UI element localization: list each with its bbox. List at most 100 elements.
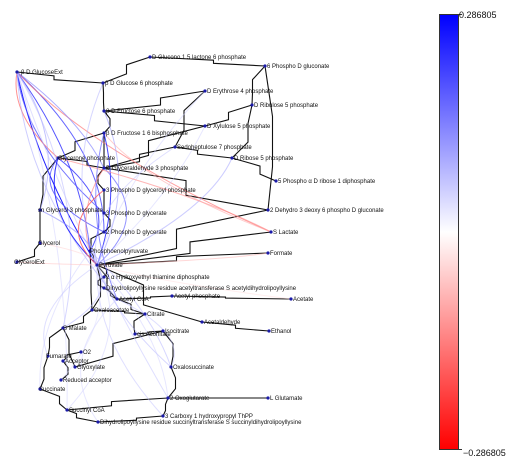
- reaction-edge: [89, 250, 93, 311]
- reaction-edge: [134, 330, 164, 335]
- reaction-edge: [39, 157, 59, 211]
- correlation-edge: [96, 264, 164, 417]
- node-accoa-marker: [115, 297, 119, 301]
- reaction-edge: [103, 90, 206, 112]
- node-3pdg-marker: [102, 188, 106, 192]
- node-hetpp-label: 2 α Hydroxyethyl thiamine diphosphate: [106, 275, 210, 281]
- node-3pg-marker: [102, 211, 106, 215]
- node-bdf6p-label: β D Fructose 6 phosphate: [106, 109, 176, 115]
- correlation-edge: [39, 250, 91, 390]
- reaction-edge: [16, 71, 104, 84]
- node-pep-label: Phosphoenolpyruvate: [90, 249, 149, 255]
- node-bdglcext-marker: [15, 70, 19, 74]
- node-citrate-marker: [143, 312, 147, 316]
- reaction-edge: [91, 309, 146, 315]
- node-pep-marker: [88, 249, 92, 253]
- node-dgl15l6p-marker: [148, 55, 152, 59]
- node-succ-marker: [38, 387, 42, 391]
- reaction-edge: [91, 264, 102, 311]
- correlation-edge: [96, 252, 269, 266]
- node-o2-marker: [79, 350, 83, 354]
- correlation-edge: [43, 264, 98, 357]
- reaction-edge: [149, 56, 266, 67]
- node-redacc-label: Reduced acceptor: [63, 378, 112, 384]
- node-bdglcext-label: β D GlucoseExt: [21, 70, 63, 76]
- node-2pg-label: 2 Phospho D glycerate: [106, 230, 167, 236]
- node-glyox-marker: [73, 365, 77, 369]
- node-succoa-label: Succinyl CoA: [69, 408, 105, 414]
- node-bdf16bp-marker: [102, 131, 106, 135]
- reaction-edge: [39, 355, 49, 390]
- node-smal-label: S Malate: [63, 326, 87, 332]
- reaction-edge: [103, 167, 269, 211]
- node-cisacon-label: cis Aconitate: [137, 332, 171, 338]
- node-fum-label: Fumarate: [46, 354, 72, 360]
- node-lglu-label: L Glutamate: [270, 396, 303, 402]
- node-succ-label: Succinate: [39, 387, 66, 393]
- reaction-edge: [133, 313, 146, 335]
- node-dhlac-label: Dihydrolipoyllysine residue acetyltransf…: [106, 286, 297, 292]
- reaction-edge: [47, 327, 64, 357]
- reaction-edge: [57, 157, 105, 169]
- reaction-edge: [251, 65, 266, 106]
- reaction-edge: [96, 264, 118, 300]
- reaction-edge: [102, 82, 105, 112]
- reaction-edge: [103, 110, 111, 134]
- reaction-edge: [62, 327, 76, 368]
- node-formate-label: Formate: [270, 251, 293, 257]
- reaction-edge: [174, 90, 206, 148]
- node-3pdg-label: 3 Phospho D glyceroyl phosphate: [106, 188, 196, 194]
- colorbar-min-label: −0.286805: [463, 448, 506, 458]
- node-bdf6p-marker: [102, 109, 106, 113]
- node-oxsuc-marker: [169, 365, 173, 369]
- node-bdg6p-label: β D Glucose 6 phosphate: [105, 81, 173, 87]
- correlation-edge: [57, 157, 272, 233]
- node-glycerol-marker: [38, 241, 42, 245]
- node-acald-label: Acetaldehyde: [204, 320, 241, 326]
- node-bdg6p-marker: [101, 81, 105, 85]
- reaction-edge: [97, 415, 164, 423]
- reaction-edge: [116, 298, 146, 315]
- reaction-edge: [96, 264, 203, 323]
- node-prpp-marker: [274, 179, 278, 183]
- node-fum-marker: [46, 354, 50, 358]
- node-oxsuc-label: Oxalosuccinate: [173, 365, 215, 371]
- reaction-edge: [62, 309, 93, 329]
- node-ethanol-marker: [267, 329, 271, 333]
- correlation-edge: [16, 261, 98, 266]
- node-dhlsuc-marker: [96, 420, 100, 424]
- node-isocit-label: Isocitrate: [165, 329, 190, 335]
- node-6pdg-marker: [263, 64, 267, 68]
- node-de4p-label: D Erythrose 4 phosphate: [207, 89, 274, 95]
- reaction-edge: [174, 146, 233, 159]
- node-bdf16bp-label: β D Fructose 1 6 bisphosphate: [106, 131, 188, 137]
- node-s7p-label: Sedoheptulose 7 phosphate: [177, 145, 252, 151]
- node-glycext-label: GlycerolExt: [14, 260, 45, 266]
- node-kdpg-marker: [266, 208, 270, 212]
- reaction-edge: [39, 388, 68, 411]
- reaction-edge: [116, 295, 173, 300]
- correlation-edge: [16, 71, 72, 329]
- correlation-edge: [16, 71, 169, 399]
- node-glyox-label: Glyoxylate: [77, 365, 106, 371]
- node-6pdg-label: 6 Phospho D gluconate: [267, 64, 330, 70]
- reaction-edge: [231, 157, 277, 182]
- node-o2-label: O2: [83, 350, 92, 356]
- node-dhlac-marker: [102, 286, 106, 290]
- node-redacc-marker: [59, 378, 63, 382]
- correlation-edge: [16, 71, 49, 211]
- node-acp-marker: [170, 294, 174, 298]
- correlation-edge: [60, 250, 101, 381]
- reaction-edge: [62, 351, 82, 362]
- node-dxu5p-label: D Xylulose 5 phosphate: [207, 124, 271, 130]
- node-dhap-label: Glycerone phosphate: [58, 156, 116, 162]
- correlation-edge: [94, 146, 176, 266]
- reaction-edge: [66, 409, 99, 423]
- node-sng3p-marker: [38, 208, 42, 212]
- correlation-edge: [116, 298, 175, 368]
- node-layer: β D GlucoseExt β D Glucose 6 phosphate D G…: [14, 55, 384, 426]
- correlation-edge: [96, 125, 206, 266]
- node-3c1htpp-label: 3 Carboxy 1 hydroxypropyl ThPP: [165, 414, 253, 420]
- node-succoa-marker: [65, 408, 69, 412]
